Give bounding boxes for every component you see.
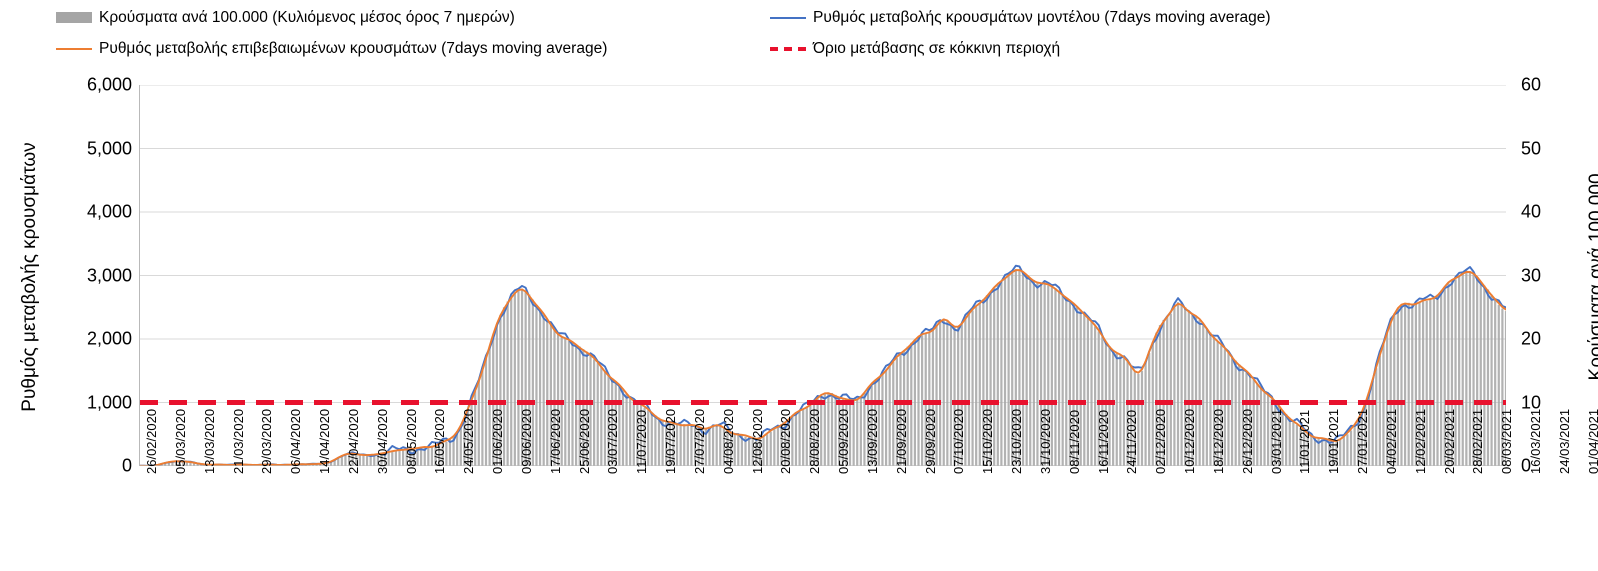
y-tick-right-3: 30 [1521, 265, 1542, 285]
line-series-confirmed [140, 269, 1506, 466]
chart-canvas [140, 85, 1506, 466]
y-tick-right-2: 20 [1521, 328, 1542, 349]
y-tick-left-2: 2,000 [86, 328, 132, 349]
legend-label-threshold: Όριο μετάβασης σε κόκκινη περιοχή [813, 40, 1061, 57]
legend-item-model-rate: Ρυθμός μεταβολής κρουσμάτων μοντέλου (7d… [770, 10, 1271, 26]
bar-series [153, 269, 1506, 466]
y-tick-left-6: 6,000 [86, 74, 132, 95]
legend-item-threshold: Όριο μετάβασης σε κόκκινη περιοχή [770, 41, 1060, 57]
y-axis-title-right: Κρούσματα ανά 100.000 [1586, 173, 1598, 381]
y-axis-title-left: Ρυθμός μεταβολής κρουσμάτων [19, 142, 40, 412]
line-swatch-orange-icon [56, 47, 92, 50]
y-tick-left-5: 5,000 [86, 138, 132, 158]
y-tick-left-1: 1,000 [86, 392, 132, 412]
y-tick-left-0: 0 [121, 455, 132, 476]
bar-swatch-icon [56, 12, 92, 24]
legend-item-confirmed-rate: Ρυθμός μεταβολής επιβεβαιωμένων κρουσμάτ… [56, 41, 607, 57]
line-swatch-blue-icon [770, 16, 806, 19]
y-tick-right-1: 10 [1521, 392, 1542, 412]
y-tick-right-5: 50 [1521, 138, 1542, 158]
dashed-swatch-red-icon [770, 46, 806, 51]
legend-label-model-rate: Ρυθμός μεταβολής κρουσμάτων μοντέλου (7d… [813, 9, 1271, 26]
y-tick-right-6: 60 [1521, 74, 1542, 95]
y-tick-right-4: 40 [1521, 201, 1542, 222]
y-tick-left-4: 4,000 [86, 201, 132, 222]
chart-legend: Κρούσματα ανά 100.000 (Κυλιόμενος μέσος … [0, 0, 1598, 62]
plot-area [139, 85, 1506, 466]
y-tick-left-3: 3,000 [86, 265, 132, 285]
legend-item-cases-per-100k: Κρούσματα ανά 100.000 (Κυλιόμενος μέσος … [56, 10, 515, 26]
legend-label-confirmed-rate: Ρυθμός μεταβολής επιβεβαιωμένων κρουσμάτ… [99, 40, 608, 57]
x-tick-49: 24/03/2021 [1556, 408, 1572, 474]
y-tick-right-0: 0 [1521, 455, 1532, 476]
legend-label-cases-per-100k: Κρούσματα ανά 100.000 (Κυλιόμενος μέσος … [99, 9, 515, 26]
